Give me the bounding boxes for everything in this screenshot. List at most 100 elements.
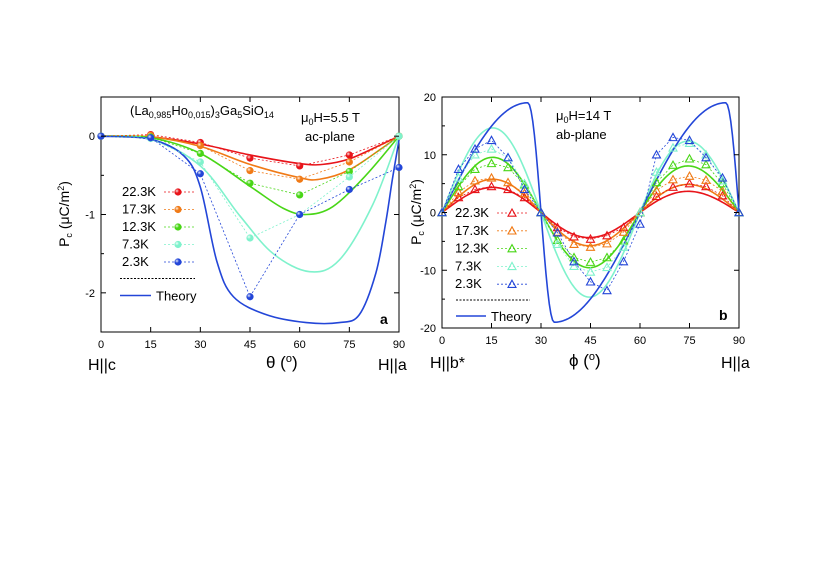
panel-b-point-2.3K [602,285,612,295]
panel-b-point-2.3K [470,143,480,153]
panel-a-point-highlight [345,158,353,166]
legend-a-marker-highlight [174,240,182,249]
panel-b-theory-7.3K [441,127,740,298]
legend-b-marker [507,279,517,288]
panel-a-xtick-label: 75 [343,339,355,351]
panel-b-dotted-17.3K [441,175,740,248]
panel-b-point-2.3K [503,152,513,162]
panel-b-point-2.3K [701,152,711,162]
panel-b-dotted-2.3K [441,136,740,291]
panel-a-ytick-label: 0 [89,131,95,143]
panel-a-legend: 22.3K 17.3K 12.3K 7.3K 2.3K Theory [120,184,197,304]
panel-b-ytick-label: -20 [420,323,436,335]
panel-b-point-17.3K [717,185,728,195]
panel-a-point-highlight [296,162,304,170]
legend-b-label: 12.3K [455,241,489,256]
panel-a-xtick-label: 60 [294,339,306,351]
panel-b-point-17.3K [585,242,596,251]
panel-a-plane-label: ac-plane [305,129,355,144]
panel-b-point-12.3K [503,162,513,172]
panel-b-point-2.3K [569,256,579,266]
panel-b-point-2.3K [717,172,728,182]
panel-a-theory-12.3K [100,135,400,216]
panel-a-x-right-label: H||a [378,357,407,374]
panel-a-xlabel: θ (o) [266,353,298,372]
panel-a-point-highlight [395,163,403,172]
panel-b-point-2.3K [618,256,629,266]
legend-a-label: 17.3K [122,202,156,217]
panel-b-point-2.3K [651,149,662,159]
panel-b-point-12.3K [701,159,711,169]
legend-b-label: 7.3K [455,258,482,273]
panel-a-xtick-label: 90 [393,339,405,351]
panel-b-point-2.3K [552,227,563,237]
panel-a-letter: a [380,311,388,327]
panel-b-point-7.3K [569,261,579,270]
legend-a-marker-highlight [174,223,182,231]
panel-b-theory-2.3K [441,101,740,324]
panel-b-theory-17.3K [441,178,740,247]
legend-b-theory-label: Theory [491,309,532,324]
panel-b-point-17.3K [618,227,629,236]
panel-b-point-2.3K [684,135,695,145]
panel-a-point-highlight [296,191,304,199]
panel-b-point-17.3K [470,175,480,185]
panel-b-field-label: μ0H=14 T [556,108,611,125]
panel-a-xtick-label: 15 [145,339,157,351]
legend-a-label: 22.3K [122,184,156,199]
panel-b-point-17.3K [701,175,711,184]
panel-b-point-22.3K [552,222,563,232]
panel-b-point-22.3K [470,184,480,194]
panel-a-xtick-label: 30 [194,339,206,351]
panel-b-point-17.3K [684,170,695,180]
panel-b-point-12.3K [569,252,579,262]
legend-b-marker [507,207,517,217]
panel-a-ytick-label: -2 [85,288,95,300]
panel-b-point-2.3K [635,218,645,228]
panel-a-point-highlight [196,170,204,178]
panel-b-point-22.3K [486,181,497,191]
panel-b-ytick-label: 20 [424,92,436,104]
panel-b-point-7.3K [519,178,530,188]
panel-a-ytick-label: -1 [85,210,95,222]
legend-a-marker-highlight [174,188,182,196]
panel-b-point-12.3K [668,160,678,169]
panel-b-point-22.3K [684,178,695,188]
panel-b-point-12.3K [453,181,464,191]
panel-b-point-7.3K [602,262,612,272]
panel-a-point-highlight [246,154,254,162]
panel-a-xtick-label: 45 [244,339,256,351]
panel-b-point-17.3K [503,177,513,187]
panel-b-x-left-label: H||b* [430,355,465,372]
legend-a-label: 7.3K [122,237,149,252]
panel-a-title: (La0,985Ho0,015)3Ga5SiO14 [130,103,274,120]
panel-b-point-7.3K [668,142,678,152]
panel-a-xtick-label: 0 [98,339,104,351]
panel-b-point-17.3K [651,185,662,195]
panel-b-dotted-12.3K [441,158,740,263]
panel-a-ylabel: Pc (μC/m2) [56,181,74,247]
panel-b-xtick-label: 30 [535,335,547,347]
panel-b-point-22.3K [651,191,662,201]
panel-b: 0 15 30 45 60 75 90 -20 -10 0 10 20 μ0H=14 T ab-pla… [408,92,750,372]
panel-a-x-left-label: H||c [88,357,116,374]
panel-b-xtick-label: 15 [485,335,497,347]
panel-b-point-2.3K [453,164,464,173]
panel-b-xtick-label: 75 [683,335,695,347]
panel-a-point-highlight [345,151,353,159]
panel-b-point-12.3K [519,179,530,189]
panel-b-point-12.3K [585,257,596,266]
panel-b-xtick-label: 60 [634,335,646,347]
panel-b-xlabel: ϕ (o) [569,351,601,370]
panel-b-point-2.3K [536,207,546,217]
panel-a-point-highlight [296,175,304,183]
panel-b-point-12.3K [651,177,662,187]
legend-a-label: 2.3K [122,254,149,269]
panel-a-point-highlight [246,179,254,187]
panel-b-x-right-label: H||a [721,355,750,372]
panel-b-point-7.3K [635,207,645,217]
panel-b-point-17.3K [569,239,579,249]
panel-b-point-22.3K [717,190,728,200]
panel-b-point-22.3K [618,222,629,232]
